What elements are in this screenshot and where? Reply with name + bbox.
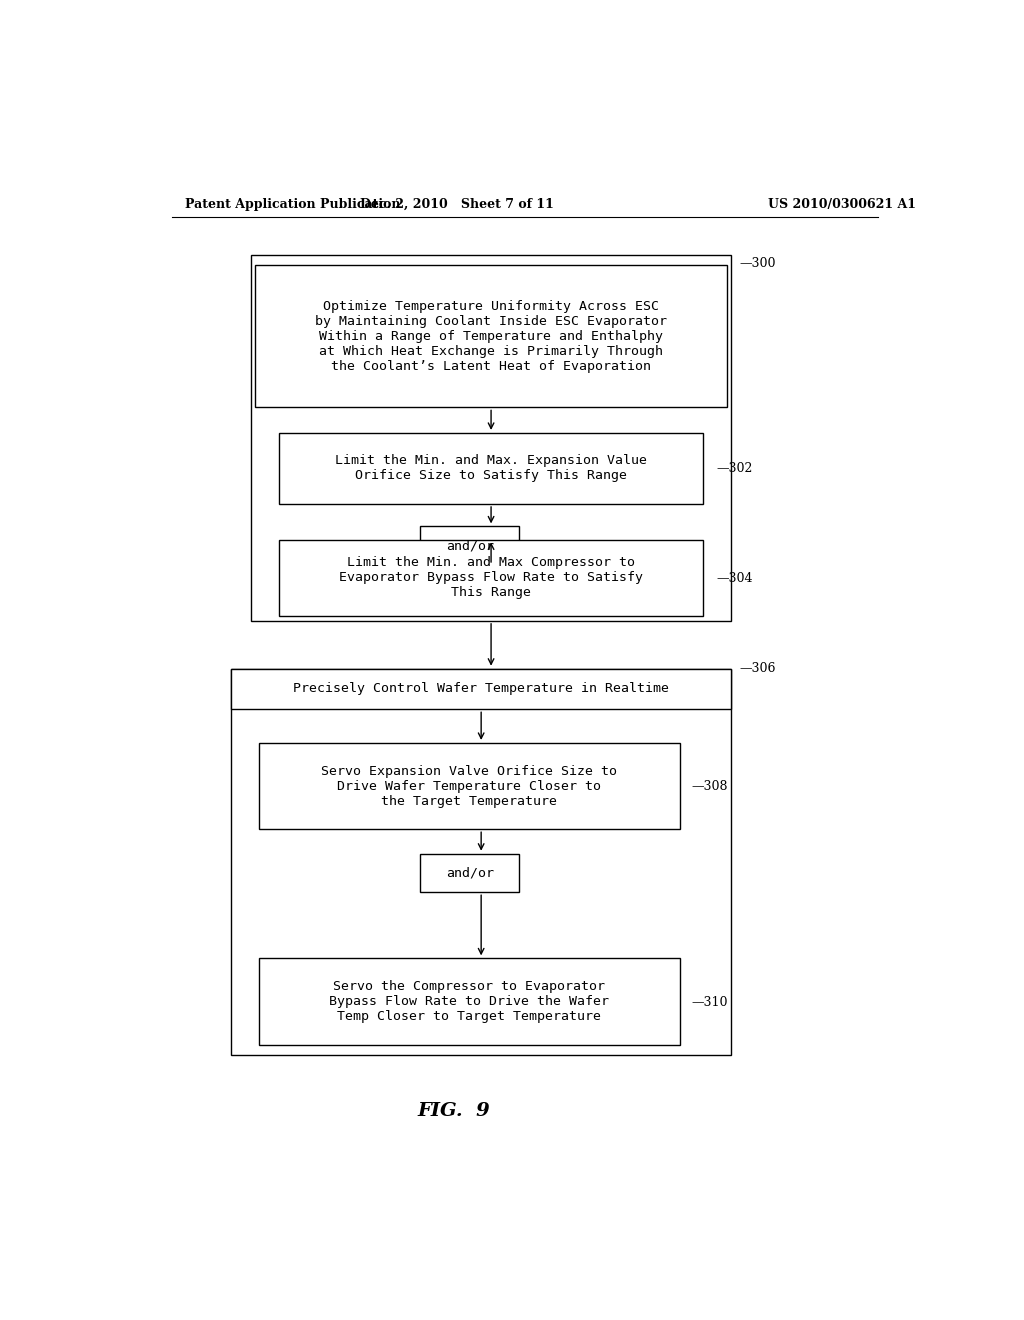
Text: Optimize Temperature Uniformity Across ESC
by Maintaining Coolant Inside ESC Eva: Optimize Temperature Uniformity Across E… — [315, 300, 667, 372]
Text: Servo Expansion Valve Orifice Size to
Drive Wafer Temperature Closer to
the Targ: Servo Expansion Valve Orifice Size to Dr… — [322, 764, 617, 808]
FancyBboxPatch shape — [231, 669, 731, 709]
FancyBboxPatch shape — [231, 669, 731, 1055]
FancyBboxPatch shape — [259, 743, 680, 829]
FancyBboxPatch shape — [420, 854, 519, 892]
Text: —310: —310 — [691, 995, 728, 1008]
Text: Dec. 2, 2010   Sheet 7 of 11: Dec. 2, 2010 Sheet 7 of 11 — [360, 198, 554, 211]
Text: —300: —300 — [739, 256, 775, 269]
Text: Patent Application Publication: Patent Application Publication — [185, 198, 400, 211]
Text: Servo the Compressor to Evaporator
Bypass Flow Rate to Drive the Wafer
Temp Clos: Servo the Compressor to Evaporator Bypas… — [330, 979, 609, 1023]
FancyBboxPatch shape — [420, 527, 519, 565]
FancyBboxPatch shape — [255, 265, 727, 408]
Text: Limit the Min. and Max Compressor to
Evaporator Bypass Flow Rate to Satisfy
This: Limit the Min. and Max Compressor to Eva… — [339, 556, 643, 599]
Text: and/or: and/or — [445, 539, 494, 552]
Text: Limit the Min. and Max. Expansion Value
Orifice Size to Satisfy This Range: Limit the Min. and Max. Expansion Value … — [335, 454, 647, 482]
Text: —304: —304 — [717, 572, 754, 585]
Text: Precisely Control Wafer Temperature in Realtime: Precisely Control Wafer Temperature in R… — [293, 682, 669, 696]
Text: FIG.  9: FIG. 9 — [417, 1102, 489, 1119]
FancyBboxPatch shape — [279, 433, 703, 504]
Text: —302: —302 — [717, 462, 754, 475]
Text: US 2010/0300621 A1: US 2010/0300621 A1 — [768, 198, 916, 211]
Text: —308: —308 — [691, 780, 728, 793]
Text: and/or: and/or — [445, 866, 494, 879]
FancyBboxPatch shape — [279, 540, 703, 615]
FancyBboxPatch shape — [259, 958, 680, 1044]
FancyBboxPatch shape — [251, 255, 731, 620]
Text: —306: —306 — [739, 663, 775, 675]
